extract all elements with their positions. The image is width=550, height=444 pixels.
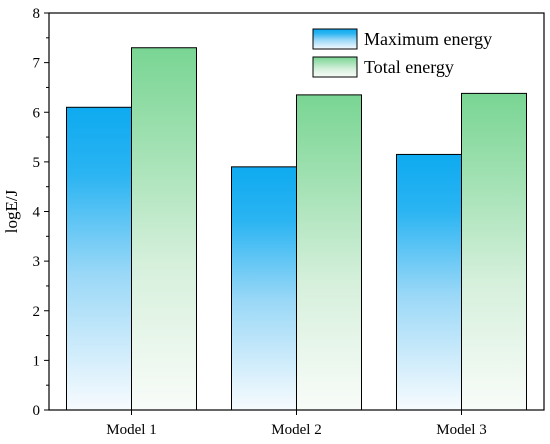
x-tick-label: Model 3 — [436, 422, 486, 438]
legend-label-maximum-energy: Maximum energy — [364, 29, 492, 49]
y-tick-label: 2 — [33, 304, 41, 320]
legend: Maximum energy Total energy — [312, 28, 492, 78]
y-tick-label: 6 — [33, 105, 41, 121]
legend-label-total-energy: Total energy — [364, 57, 454, 77]
bar-total-energy-2 — [296, 94, 362, 411]
y-tick-label: 8 — [33, 6, 41, 22]
y-tick-label: 7 — [33, 56, 41, 72]
x-tick-label: Model 2 — [271, 422, 321, 438]
y-tick-label: 0 — [33, 403, 41, 419]
y-tick-label: 4 — [33, 205, 41, 221]
legend-swatch-total-energy — [312, 56, 358, 78]
bar-maximum-energy-1 — [66, 106, 132, 411]
y-axis-title: logE/J — [2, 189, 21, 233]
y-tick-label: 5 — [33, 155, 41, 171]
legend-swatch-maximum-energy — [312, 28, 358, 50]
bar-total-energy-1 — [131, 47, 197, 411]
y-tick-label: 1 — [33, 353, 41, 369]
bar-maximum-energy-2 — [231, 166, 297, 411]
x-tick-label: Model 1 — [106, 422, 156, 438]
y-tick-label: 3 — [33, 254, 41, 270]
bar-maximum-energy-3 — [396, 153, 462, 411]
bar-total-energy-3 — [461, 92, 527, 411]
